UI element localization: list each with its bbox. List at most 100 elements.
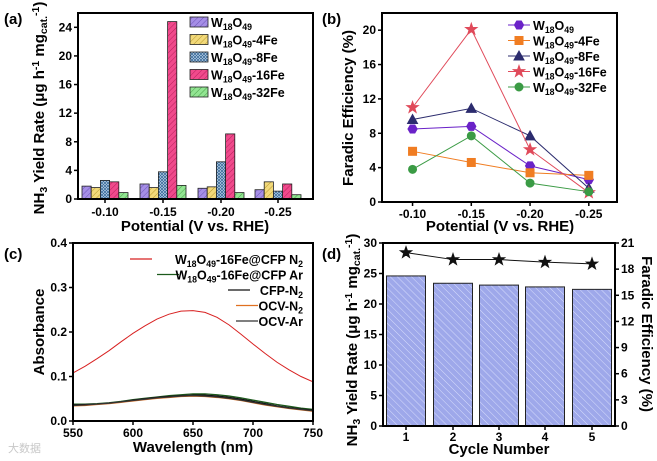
x-tick-label: -0.25 <box>264 205 292 219</box>
x-tick-label: -0.20 <box>516 207 544 221</box>
x-tick-label: 750 <box>303 426 323 440</box>
bar <box>479 284 519 427</box>
legend-swatch <box>189 69 209 80</box>
y-tick-label: 8 <box>369 126 376 140</box>
b-plot-frame <box>381 12 618 203</box>
data-point-square <box>525 168 535 178</box>
x-tick-label: 1 <box>403 430 410 444</box>
y-tick-label: 9 <box>621 341 628 355</box>
y-tick-label: 0.1 <box>50 370 67 384</box>
data-point-circle <box>466 131 476 141</box>
bar <box>157 171 168 200</box>
x-tick-label: 650 <box>183 426 203 440</box>
legend-swatch <box>189 16 209 28</box>
data-point-hexagon <box>407 124 418 134</box>
data-point-star <box>445 252 461 266</box>
series-line <box>412 28 590 193</box>
legend-label: W18O49-16Fe <box>211 69 285 85</box>
bar <box>167 21 178 200</box>
legend-label: W18O49-16Fe <box>533 66 607 82</box>
bar <box>225 133 236 200</box>
data-point-hexagon <box>466 121 477 131</box>
series-line <box>412 125 589 181</box>
legend-label: OCV-N2​ <box>259 300 304 316</box>
y-tick-label: 20 <box>363 23 377 37</box>
x-tick-label: 3 <box>496 430 503 444</box>
bar <box>206 186 217 200</box>
legend-label: W18O49-16Fe@CFP N2​ <box>175 253 303 269</box>
y-axis-label: NH3 Yield Rate (μg h-1 mgcat.-1) <box>30 2 50 215</box>
data-point-triangle <box>524 129 536 141</box>
legend-label: W18O49-8Fe <box>211 51 278 67</box>
data-point-square <box>466 157 476 167</box>
bar <box>100 179 111 200</box>
watermark: 大数据 <box>8 441 41 455</box>
y-tick-label: 0.0 <box>50 414 67 428</box>
legend-label: W18O49​ <box>533 19 574 35</box>
y-tick-label: 12 <box>59 106 73 120</box>
y-tick-label: 25 <box>364 267 378 281</box>
legend-label: W18O49-4Fe <box>533 35 600 51</box>
bar <box>272 190 283 200</box>
y-tick-label: 0 <box>370 419 377 433</box>
x-tick-label: -0.15 <box>149 205 177 219</box>
y-axis-label: Faradic Efficiency (%) <box>340 30 357 186</box>
bar <box>81 185 92 200</box>
series-line <box>412 135 589 193</box>
y-tick-label: 8 <box>65 135 72 149</box>
data-point-star <box>398 245 414 259</box>
x-tick-label: 4 <box>542 430 549 444</box>
y-axis-label: Absorbance <box>31 289 48 376</box>
x-axis-label: Wavelength (nm) <box>133 439 253 456</box>
data-point-star <box>464 21 479 36</box>
bar <box>197 187 208 200</box>
y-tick-label: 0 <box>369 195 376 209</box>
x-axis-label: Cycle Number <box>449 441 550 458</box>
y-tick-label: 0.3 <box>50 281 67 295</box>
bar <box>176 185 187 200</box>
legend-label: CFP-N2​ <box>260 284 303 300</box>
y-tick-label: 12 <box>621 314 635 328</box>
legend-label: W18O49-16Fe@CFP Ar <box>175 269 303 285</box>
data-point-star <box>584 256 600 271</box>
y-tick-label: 12 <box>363 92 377 106</box>
bar <box>433 282 473 427</box>
data-point-square <box>408 146 418 156</box>
legend-label: W18O49-32Fe <box>533 81 607 97</box>
x-tick-label: -0.10 <box>91 205 119 219</box>
y-tick-label: 15 <box>621 288 635 302</box>
x-tick-label: 600 <box>123 426 143 440</box>
bar <box>148 187 159 200</box>
x-tick-label: -0.10 <box>399 207 427 221</box>
chart-b: 048121620-0.10-0.15-0.20-0.25W18O49​W18O… <box>340 12 618 235</box>
bar <box>263 181 274 200</box>
data-point-square <box>584 170 594 180</box>
data-point-star <box>491 252 507 266</box>
x-tick-label: -0.25 <box>575 207 603 221</box>
bar <box>282 183 293 200</box>
data-point-star <box>511 63 527 78</box>
data-point-circle <box>584 187 594 197</box>
legend-label: OCV-Ar <box>259 315 304 329</box>
data-point-triangle <box>513 49 525 61</box>
bar <box>215 161 226 200</box>
bar <box>109 181 120 200</box>
bar <box>525 286 565 427</box>
chart-c: 0.0 0.1 0.2 0.3 0.4 550 600 650 700 750 W18O49-16F… <box>31 236 323 456</box>
data-point-triangle <box>465 102 478 113</box>
panel-label-c: (c) <box>4 246 22 263</box>
y-tick-label: 0 <box>65 192 72 206</box>
y-tick-label: 21 <box>621 236 635 250</box>
y-tick-label: 5 <box>370 389 377 403</box>
y-tick-label: 4 <box>369 161 376 175</box>
data-point-circle <box>408 164 418 174</box>
data-point-triangle <box>406 113 419 125</box>
c-plot-frame <box>72 242 314 422</box>
x-tick-label: 5 <box>589 430 596 444</box>
series-line <box>412 150 589 176</box>
legend-label: W18O49-32Fe <box>211 86 285 102</box>
data-point-star <box>537 254 553 269</box>
data-point-star <box>522 142 538 156</box>
y-tick-label: 24 <box>59 20 73 34</box>
